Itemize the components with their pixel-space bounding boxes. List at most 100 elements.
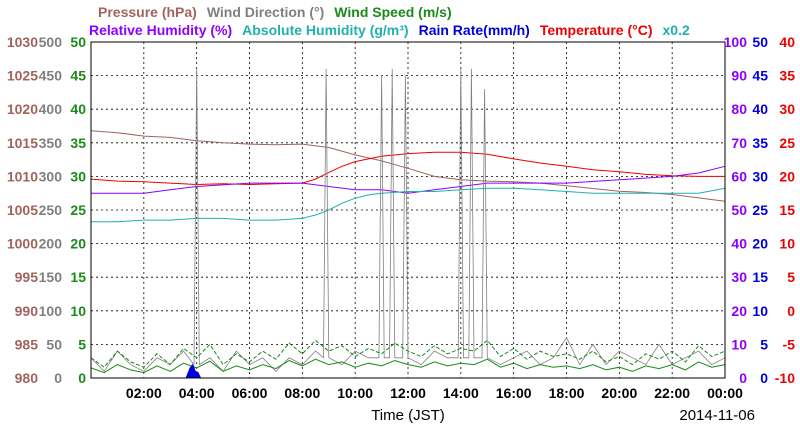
x-tick-label: 22:00 <box>654 385 690 401</box>
tick-label-temperature: 10 <box>779 236 795 252</box>
tick-label-relative-humidity: 60 <box>731 168 747 184</box>
x-tick-label: 12:00 <box>390 385 426 401</box>
tick-label-wind-direction: 350 <box>39 135 63 151</box>
tick-label-pressure: 995 <box>15 269 39 285</box>
date-label: 2014-11-06 <box>679 407 755 424</box>
legend-item: Pressure (hPa) <box>98 4 197 20</box>
x-tick-label: 06:00 <box>232 385 268 401</box>
tick-label-pressure: 1005 <box>7 202 38 218</box>
tick-label-relative-humidity: 100 <box>724 34 748 50</box>
legend-item: Relative Humidity (%) <box>89 22 232 38</box>
tick-label-wind-speed: 50 <box>70 34 86 50</box>
tick-label-wind-speed: 0 <box>78 370 86 386</box>
tick-label-rain-rate: 40 <box>752 101 768 117</box>
tick-label-temperature: 5 <box>787 269 795 285</box>
tick-label-rain-rate: 35 <box>752 135 768 151</box>
x-tick-label: 00:00 <box>707 385 743 401</box>
tick-label-rain-rate: 25 <box>752 202 768 218</box>
x-tick-label: 02:00 <box>126 385 162 401</box>
x-tick-label: 16:00 <box>496 385 532 401</box>
x-tick-label: 10:00 <box>337 385 373 401</box>
legend-item: Temperature (°C) <box>540 22 653 38</box>
series-pressure-hpa <box>90 130 726 202</box>
tick-label-temperature: 35 <box>779 68 795 84</box>
series-wind-speed-m-s <box>90 358 726 374</box>
tick-label-rain-rate: 15 <box>752 269 768 285</box>
x-tick-label: 18:00 <box>549 385 585 401</box>
tick-label-wind-direction: 100 <box>39 303 63 319</box>
tick-label-rain-rate: 50 <box>752 34 768 50</box>
tick-label-wind-speed: 15 <box>70 269 86 285</box>
tick-label-relative-humidity: 70 <box>731 135 747 151</box>
tick-label-temperature: -5 <box>783 336 796 352</box>
tick-label-pressure: 1030 <box>7 34 38 50</box>
tick-label-wind-speed: 30 <box>70 168 86 184</box>
axes: 1030102510201015101010051000995990985980… <box>7 34 795 401</box>
tick-label-relative-humidity: 20 <box>731 303 747 319</box>
tick-label-pressure: 1010 <box>7 168 38 184</box>
tick-label-temperature: 40 <box>779 34 795 50</box>
tick-label-pressure: 1000 <box>7 236 38 252</box>
tick-label-pressure: 990 <box>15 303 39 319</box>
tick-label-wind-speed: 5 <box>78 336 86 352</box>
x-tick-label: 20:00 <box>601 385 637 401</box>
tick-label-temperature: 20 <box>779 168 795 184</box>
tick-label-wind-direction: 500 <box>39 34 63 50</box>
tick-label-relative-humidity: 90 <box>731 68 747 84</box>
x-axis-label: Time (JST) <box>371 407 445 424</box>
series-relative-humidity <box>91 165 726 194</box>
series-wind-direction <box>90 68 726 372</box>
tick-label-rain-rate: 30 <box>752 168 768 184</box>
tick-label-pressure: 980 <box>15 370 39 386</box>
tick-label-rain-rate: 0 <box>760 370 768 386</box>
tick-label-wind-speed: 40 <box>70 101 86 117</box>
tick-label-temperature: -10 <box>775 370 795 386</box>
tick-label-rain-rate: 5 <box>760 336 768 352</box>
tick-label-relative-humidity: 50 <box>731 202 747 218</box>
legend-item: x0.2 <box>663 22 690 38</box>
tick-label-pressure: 1015 <box>7 135 38 151</box>
tick-label-temperature: 30 <box>779 101 795 117</box>
legend-item: Absolute Humidity (g/m³) <box>242 22 408 38</box>
tick-label-temperature: 0 <box>787 303 795 319</box>
legend-row: Pressure (hPa) Wind Direction (°) Wind Spe… <box>98 4 452 20</box>
plot-area <box>90 68 726 379</box>
tick-label-relative-humidity: 30 <box>731 269 747 285</box>
tick-label-wind-speed: 45 <box>70 68 86 84</box>
series-rain-rate <box>91 363 725 379</box>
x-tick-label: 04:00 <box>179 385 215 401</box>
tick-label-wind-direction: 150 <box>39 269 63 285</box>
tick-label-pressure: 985 <box>15 336 39 352</box>
tick-label-pressure: 1025 <box>7 68 38 84</box>
series-temperature-c <box>90 151 725 186</box>
tick-label-temperature: 15 <box>779 202 795 218</box>
tick-label-wind-direction: 300 <box>39 168 63 184</box>
legend: Pressure (hPa) Wind Direction (°) Wind Spe… <box>89 4 690 38</box>
tick-label-wind-direction: 200 <box>39 236 63 252</box>
tick-label-relative-humidity: 40 <box>731 236 747 252</box>
tick-label-rain-rate: 20 <box>752 236 768 252</box>
tick-label-temperature: 25 <box>779 135 795 151</box>
series-wind-speed-gust <box>90 339 726 368</box>
tick-label-relative-humidity: 10 <box>731 336 747 352</box>
tick-label-wind-direction: 250 <box>39 202 63 218</box>
x-tick-label: 14:00 <box>443 385 479 401</box>
tick-label-relative-humidity: 0 <box>739 370 747 386</box>
x-tick-label: 08:00 <box>284 385 320 401</box>
tick-label-wind-speed: 20 <box>70 236 86 252</box>
tick-label-wind-direction: 50 <box>46 336 62 352</box>
tick-label-wind-speed: 10 <box>70 303 86 319</box>
tick-label-wind-direction: 400 <box>39 101 63 117</box>
plot-frame <box>90 41 726 379</box>
tick-label-rain-rate: 45 <box>752 68 768 84</box>
tick-label-relative-humidity: 80 <box>731 101 747 117</box>
tick-label-wind-direction: 450 <box>39 68 63 84</box>
tick-label-wind-speed: 25 <box>70 202 86 218</box>
legend-item: Wind Direction (°) <box>207 4 324 20</box>
tick-label-rain-rate: 10 <box>752 303 768 319</box>
tick-label-wind-speed: 35 <box>70 135 86 151</box>
legend-row: Relative Humidity (%) Absolute Humidity (… <box>89 22 690 38</box>
legend-item: Rain Rate(mm/h) <box>419 22 530 38</box>
